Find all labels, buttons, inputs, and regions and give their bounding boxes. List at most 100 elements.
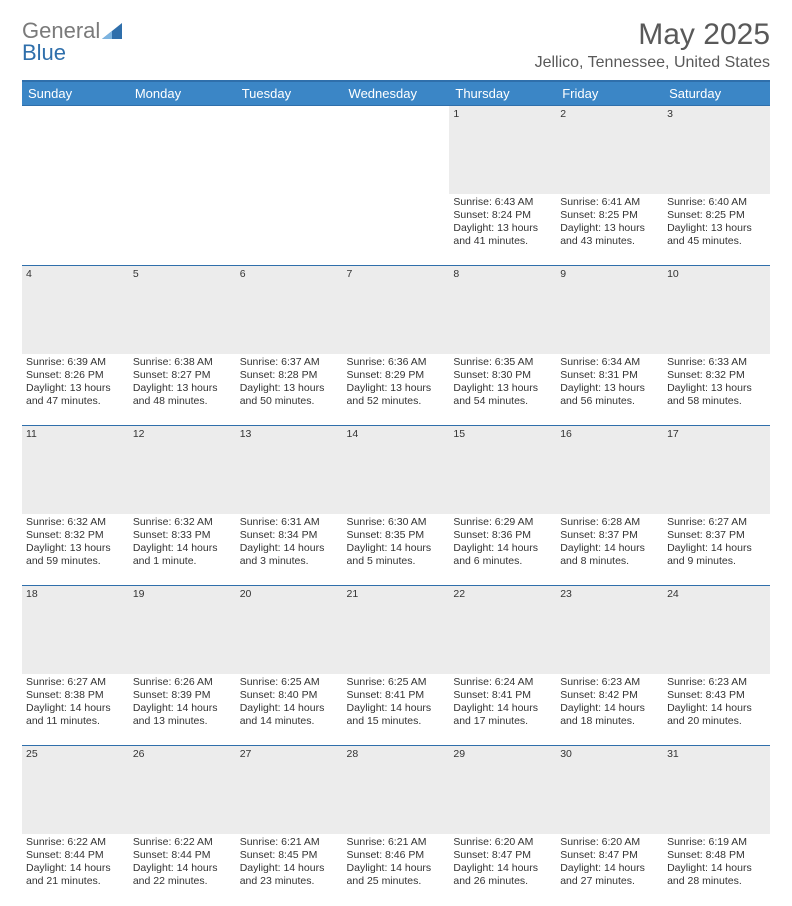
day-info-line: Sunset: 8:30 PM	[453, 369, 552, 382]
day-content-cell: Sunrise: 6:35 AMSunset: 8:30 PMDaylight:…	[449, 354, 556, 426]
day-content-cell: Sunrise: 6:28 AMSunset: 8:37 PMDaylight:…	[556, 514, 663, 586]
location-text: Jellico, Tennessee, United States	[535, 54, 770, 72]
day-content-cell: Sunrise: 6:22 AMSunset: 8:44 PMDaylight:…	[22, 834, 129, 906]
day-content-cell: Sunrise: 6:20 AMSunset: 8:47 PMDaylight:…	[556, 834, 663, 906]
day-info-line: Daylight: 13 hours and 43 minutes.	[560, 222, 659, 248]
day-content-cell: Sunrise: 6:37 AMSunset: 8:28 PMDaylight:…	[236, 354, 343, 426]
day-info-line: Daylight: 14 hours and 25 minutes.	[347, 862, 446, 888]
day-info-line: Sunrise: 6:32 AM	[133, 516, 232, 529]
day-info-line: Sunrise: 6:28 AM	[560, 516, 659, 529]
day-number-cell: 2	[556, 106, 663, 194]
day-number-cell: 31	[663, 746, 770, 834]
day-info-line: Sunset: 8:48 PM	[667, 849, 766, 862]
day-info-line: Daylight: 14 hours and 5 minutes.	[347, 542, 446, 568]
day-info-line: Sunset: 8:32 PM	[667, 369, 766, 382]
day-content-cell: Sunrise: 6:36 AMSunset: 8:29 PMDaylight:…	[343, 354, 450, 426]
day-content-cell: Sunrise: 6:25 AMSunset: 8:40 PMDaylight:…	[236, 674, 343, 746]
day-number-row: 25262728293031	[22, 746, 770, 834]
day-content-cell: Sunrise: 6:21 AMSunset: 8:45 PMDaylight:…	[236, 834, 343, 906]
day-info-line: Sunset: 8:34 PM	[240, 529, 339, 542]
day-info-line: Sunrise: 6:23 AM	[667, 676, 766, 689]
day-content-cell: Sunrise: 6:22 AMSunset: 8:44 PMDaylight:…	[129, 834, 236, 906]
day-info-line: Sunrise: 6:24 AM	[453, 676, 552, 689]
day-number-cell: 10	[663, 266, 770, 354]
day-info-line: Sunset: 8:40 PM	[240, 689, 339, 702]
day-content-cell: Sunrise: 6:27 AMSunset: 8:38 PMDaylight:…	[22, 674, 129, 746]
day-info-line: Daylight: 14 hours and 17 minutes.	[453, 702, 552, 728]
day-info-line: Sunset: 8:41 PM	[453, 689, 552, 702]
day-info-line: Sunrise: 6:20 AM	[560, 836, 659, 849]
day-number-cell: 12	[129, 426, 236, 514]
day-info-line: Daylight: 13 hours and 56 minutes.	[560, 382, 659, 408]
day-number-cell: 16	[556, 426, 663, 514]
day-number-cell	[343, 106, 450, 194]
day-content-cell	[343, 194, 450, 266]
day-info-line: Sunset: 8:37 PM	[667, 529, 766, 542]
day-content-cell: Sunrise: 6:21 AMSunset: 8:46 PMDaylight:…	[343, 834, 450, 906]
day-info-line: Daylight: 14 hours and 13 minutes.	[133, 702, 232, 728]
day-info-line: Daylight: 14 hours and 20 minutes.	[667, 702, 766, 728]
day-number-cell: 1	[449, 106, 556, 194]
day-number-row: 18192021222324	[22, 586, 770, 674]
day-content-cell: Sunrise: 6:31 AMSunset: 8:34 PMDaylight:…	[236, 514, 343, 586]
day-info-line: Sunset: 8:46 PM	[347, 849, 446, 862]
day-info-line: Daylight: 13 hours and 52 minutes.	[347, 382, 446, 408]
day-info-line: Sunrise: 6:32 AM	[26, 516, 125, 529]
day-content-cell: Sunrise: 6:40 AMSunset: 8:25 PMDaylight:…	[663, 194, 770, 266]
title-block: May 2025 Jellico, Tennessee, United Stat…	[535, 18, 770, 72]
day-number-cell: 3	[663, 106, 770, 194]
day-content-cell: Sunrise: 6:20 AMSunset: 8:47 PMDaylight:…	[449, 834, 556, 906]
day-content-cell	[129, 194, 236, 266]
day-info-line: Daylight: 14 hours and 6 minutes.	[453, 542, 552, 568]
day-info-line: Sunrise: 6:39 AM	[26, 356, 125, 369]
day-content-cell: Sunrise: 6:39 AMSunset: 8:26 PMDaylight:…	[22, 354, 129, 426]
day-number-cell	[22, 106, 129, 194]
day-header: Friday	[556, 81, 663, 106]
day-info-line: Sunset: 8:25 PM	[560, 209, 659, 222]
day-content-cell	[22, 194, 129, 266]
day-info-line: Sunset: 8:27 PM	[133, 369, 232, 382]
day-info-line: Daylight: 14 hours and 22 minutes.	[133, 862, 232, 888]
day-content-cell: Sunrise: 6:41 AMSunset: 8:25 PMDaylight:…	[556, 194, 663, 266]
day-info-line: Sunrise: 6:23 AM	[560, 676, 659, 689]
day-number-cell: 19	[129, 586, 236, 674]
day-info-line: Sunset: 8:45 PM	[240, 849, 339, 862]
day-header: Sunday	[22, 81, 129, 106]
day-number-cell: 20	[236, 586, 343, 674]
day-info-line: Sunrise: 6:34 AM	[560, 356, 659, 369]
day-info-line: Daylight: 14 hours and 23 minutes.	[240, 862, 339, 888]
day-content-cell: Sunrise: 6:30 AMSunset: 8:35 PMDaylight:…	[343, 514, 450, 586]
day-content-cell: Sunrise: 6:23 AMSunset: 8:43 PMDaylight:…	[663, 674, 770, 746]
day-number-row: 11121314151617	[22, 426, 770, 514]
day-info-line: Sunset: 8:47 PM	[560, 849, 659, 862]
day-info-line: Sunset: 8:31 PM	[560, 369, 659, 382]
day-info-line: Sunset: 8:24 PM	[453, 209, 552, 222]
day-info-line: Sunrise: 6:29 AM	[453, 516, 552, 529]
day-info-line: Sunset: 8:33 PM	[133, 529, 232, 542]
day-info-line: Sunrise: 6:21 AM	[347, 836, 446, 849]
day-info-line: Daylight: 14 hours and 1 minute.	[133, 542, 232, 568]
day-info-line: Sunrise: 6:22 AM	[133, 836, 232, 849]
day-content-cell: Sunrise: 6:19 AMSunset: 8:48 PMDaylight:…	[663, 834, 770, 906]
day-info-line: Daylight: 14 hours and 8 minutes.	[560, 542, 659, 568]
day-info-line: Sunrise: 6:21 AM	[240, 836, 339, 849]
day-number-cell: 30	[556, 746, 663, 834]
day-number-cell: 29	[449, 746, 556, 834]
day-content-cell: Sunrise: 6:25 AMSunset: 8:41 PMDaylight:…	[343, 674, 450, 746]
day-number-row: 45678910	[22, 266, 770, 354]
day-info-line: Sunset: 8:25 PM	[667, 209, 766, 222]
day-info-line: Sunset: 8:26 PM	[26, 369, 125, 382]
day-number-cell: 15	[449, 426, 556, 514]
day-info-line: Sunrise: 6:41 AM	[560, 196, 659, 209]
day-info-line: Daylight: 14 hours and 11 minutes.	[26, 702, 125, 728]
day-content-cell: Sunrise: 6:23 AMSunset: 8:42 PMDaylight:…	[556, 674, 663, 746]
day-content-row: Sunrise: 6:22 AMSunset: 8:44 PMDaylight:…	[22, 834, 770, 906]
day-content-cell: Sunrise: 6:43 AMSunset: 8:24 PMDaylight:…	[449, 194, 556, 266]
day-info-line: Sunrise: 6:25 AM	[240, 676, 339, 689]
day-content-row: Sunrise: 6:32 AMSunset: 8:32 PMDaylight:…	[22, 514, 770, 586]
day-number-cell	[236, 106, 343, 194]
day-header: Tuesday	[236, 81, 343, 106]
day-info-line: Sunset: 8:38 PM	[26, 689, 125, 702]
day-info-line: Sunrise: 6:27 AM	[26, 676, 125, 689]
day-info-line: Sunrise: 6:37 AM	[240, 356, 339, 369]
